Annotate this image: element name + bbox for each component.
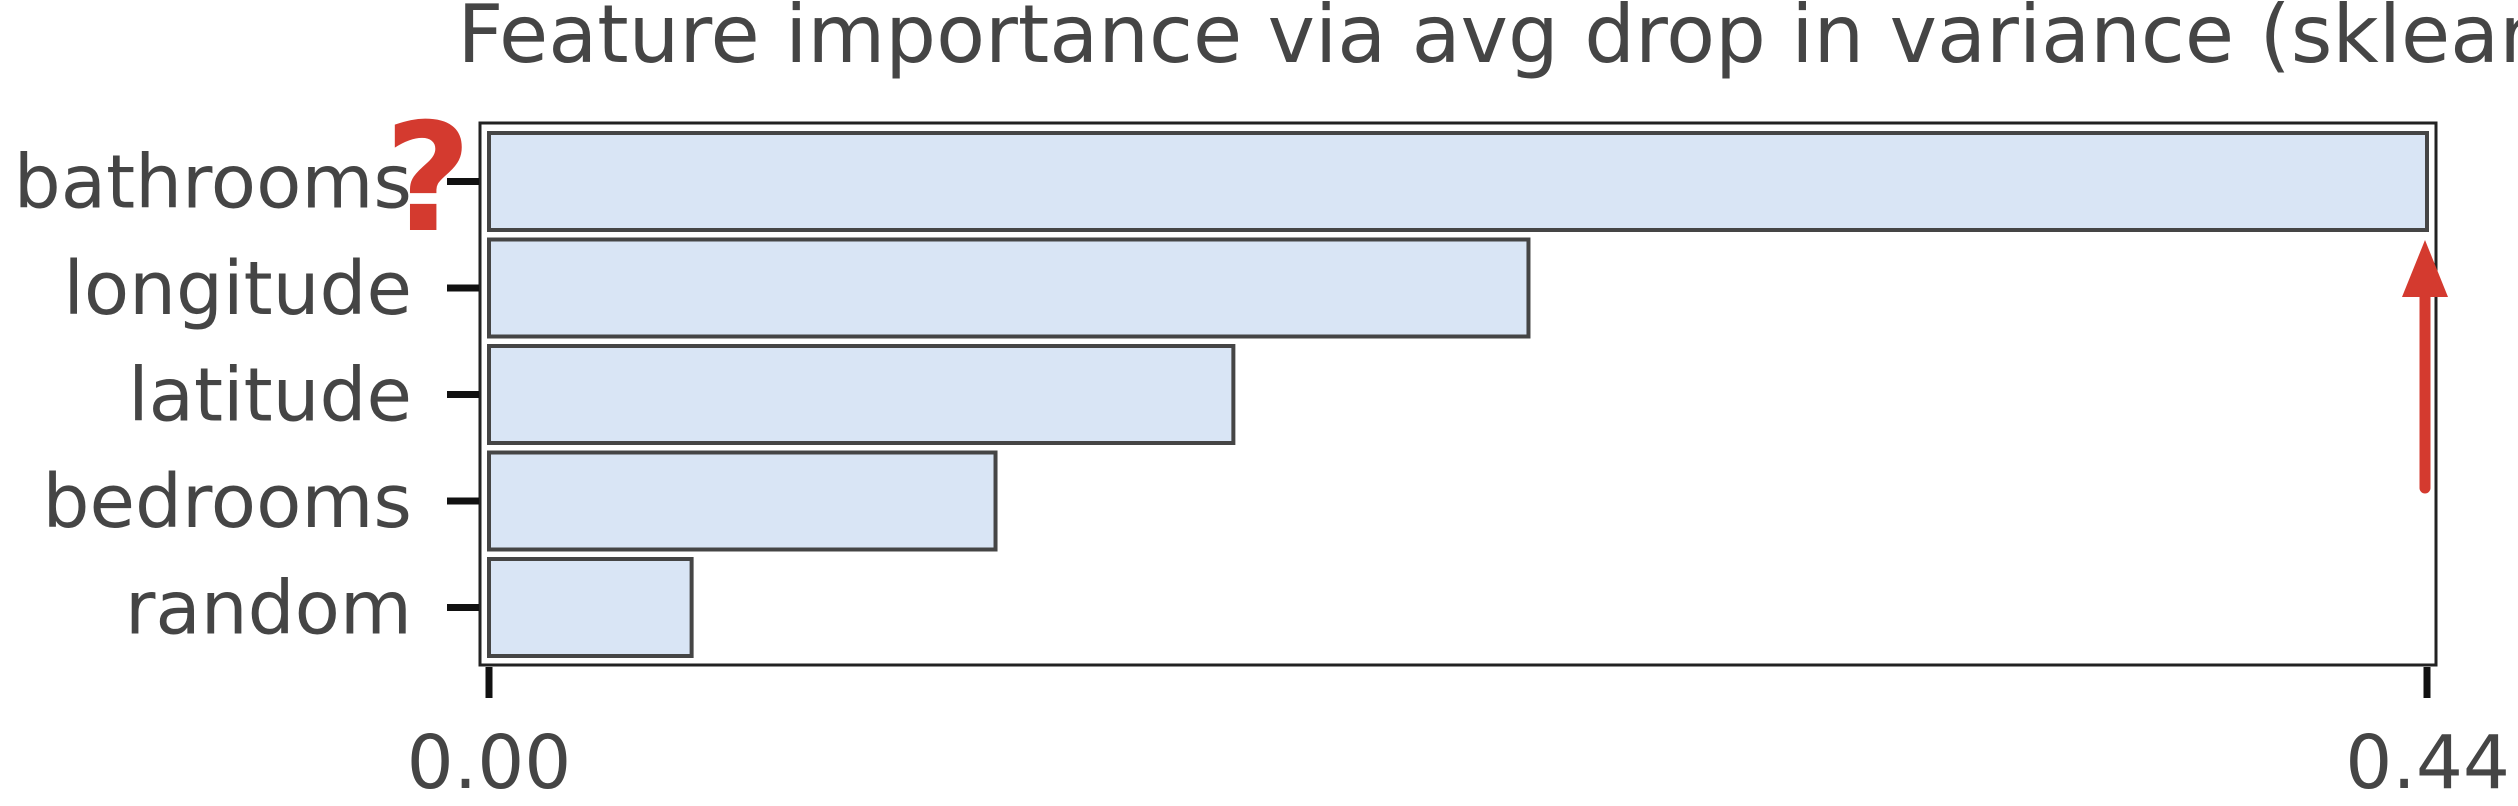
bar-longitude: [487, 237, 1531, 339]
y-tick-label-longitude: longitude: [63, 246, 412, 332]
bar-latitude: [487, 344, 1236, 445]
up-arrow-head: [2402, 240, 2448, 297]
axes-frame: [478, 121, 2438, 667]
x-tick-label-0: 0.00: [407, 720, 572, 806]
bar-bathrooms: [487, 131, 2429, 232]
x-tick-label-1: 0.44: [2345, 720, 2510, 806]
bar-random: [487, 557, 694, 658]
y-tick-label-bedrooms: bedrooms: [43, 459, 412, 545]
question-mark-annotation: ?: [384, 92, 471, 266]
bar-bedrooms: [487, 450, 998, 552]
y-tick-label-bathrooms: bathrooms: [14, 140, 412, 226]
y-tick-label-random: random: [125, 566, 412, 652]
y-tick-label-latitude: latitude: [128, 353, 412, 439]
plot-area: bathrooms longitude latitude bedrooms random…: [14, 92, 2510, 806]
chart-title: Feature importance via avg drop in varia…: [457, 0, 2518, 81]
